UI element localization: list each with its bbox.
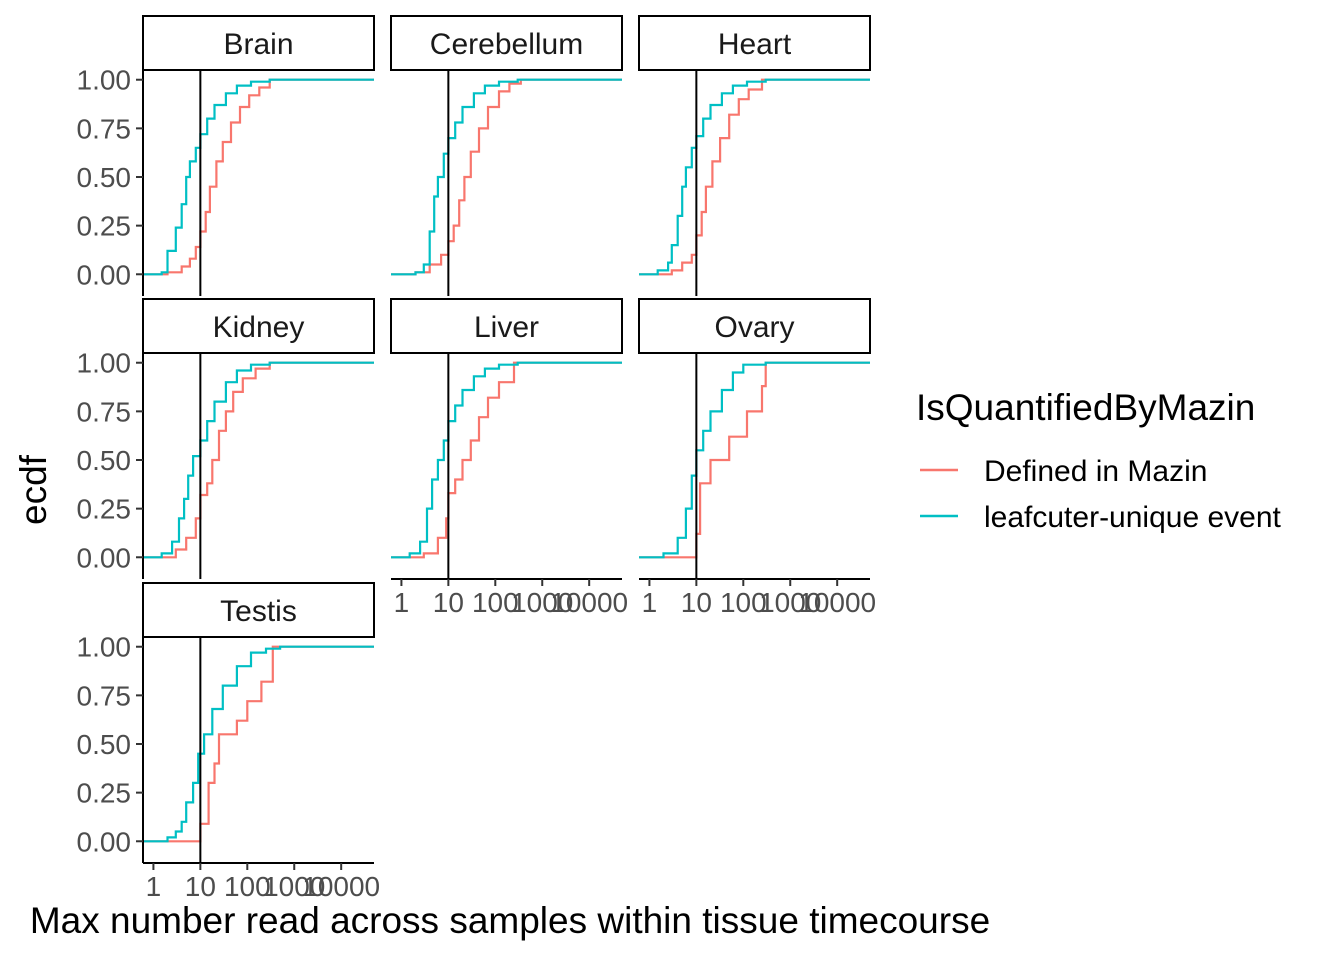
facet-brain: Brain 0.00 0.25 0.50 0.75 1.00 [77,15,375,296]
facet-strip-label: Ovary [714,311,794,344]
facet-cerebellum: Cerebellum [390,15,623,296]
series-line-defined-in-mazin [143,78,374,276]
facet-strip-label: Kidney [213,311,305,344]
series-line-leafcuter-unique [143,361,374,559]
facet-strip-label: Cerebellum [430,28,583,61]
y-tick-label: 0.00 [77,259,132,290]
y-tick-label: 0.75 [77,680,132,711]
y-tick-label: 0.50 [77,445,132,476]
y-tick-label: 0.50 [77,162,132,193]
x-axis-title: Max number read across samples within ti… [30,900,990,941]
facet-strip [390,15,623,71]
facet-strip-label: Testis [220,595,297,628]
facet-strip [142,15,375,71]
y-tick-label: 0.00 [77,542,132,573]
x-tick-label: 1000 [263,871,325,902]
facet-strip [638,298,871,354]
y-tick-label: 0.50 [77,729,132,760]
x-tick-label: 1 [642,587,658,618]
series-line-defined-in-mazin [639,78,870,276]
y-axis-title: ecdf [13,454,54,525]
facet-kidney: Kidney 0.00 0.25 0.50 0.75 1.00 [77,298,375,579]
facet-strip [390,298,623,354]
y-tick-label: 0.25 [77,211,132,242]
legend-entry-label: Defined in Mazin [984,455,1207,488]
x-tick-label: 10000 [550,587,628,618]
series-line-leafcuter-unique [639,78,870,276]
x-tick-label: 10000 [798,587,876,618]
x-tick-label: 100 [472,587,519,618]
y-tick-label: 0.00 [77,826,132,857]
series-line-leafcuter-unique [391,78,622,276]
x-tick-label: 1000 [511,587,573,618]
y-tick-label: 0.75 [77,396,132,427]
x-tick-label: 100 [224,871,271,902]
series-line-leafcuter-unique [639,361,870,559]
facet-strip-label: Liver [474,311,539,344]
legend-title: IsQuantifiedByMazin [916,387,1255,428]
series-line-leafcuter-unique [143,78,374,276]
x-tick-label: 1000 [759,587,821,618]
series-line-defined-in-mazin [391,78,622,276]
facet-testis: Testis 0.00 0.25 0.50 0.75 1.00 1 10 10010001000… [77,582,380,902]
x-tick-label: 100 [720,587,767,618]
x-tick-label: 1 [146,871,162,902]
series-line-defined-in-mazin [143,645,374,843]
series-line-defined-in-mazin [391,361,622,559]
facet-strip [638,15,871,71]
facet-strip [142,582,375,638]
x-tick-label: 10 [433,587,464,618]
x-tick-label: 10 [681,587,712,618]
series-line-leafcuter-unique [143,645,374,843]
series-line-defined-in-mazin [639,361,870,559]
y-tick-label: 1.00 [77,632,132,663]
facet-heart: Heart [638,15,871,296]
y-tick-label: 0.75 [77,113,132,144]
x-tick-label: 1 [394,587,410,618]
legend: IsQuantifiedByMazin Defined in Mazin leafc… [916,387,1282,534]
legend-entry-label: leafcuter-unique event [984,501,1282,534]
y-tick-label: 0.25 [77,494,132,525]
y-tick-label: 1.00 [77,348,132,379]
y-tick-label: 1.00 [77,65,132,96]
facet-strip-label: Heart [718,28,792,61]
facet-strip [142,298,375,354]
x-tick-label: 10 [185,871,216,902]
y-tick-label: 0.25 [77,778,132,809]
facet-strip-label: Brain [223,28,293,61]
series-line-defined-in-mazin [143,361,374,559]
x-tick-label: 10000 [302,871,380,902]
series-line-leafcuter-unique [391,361,622,559]
